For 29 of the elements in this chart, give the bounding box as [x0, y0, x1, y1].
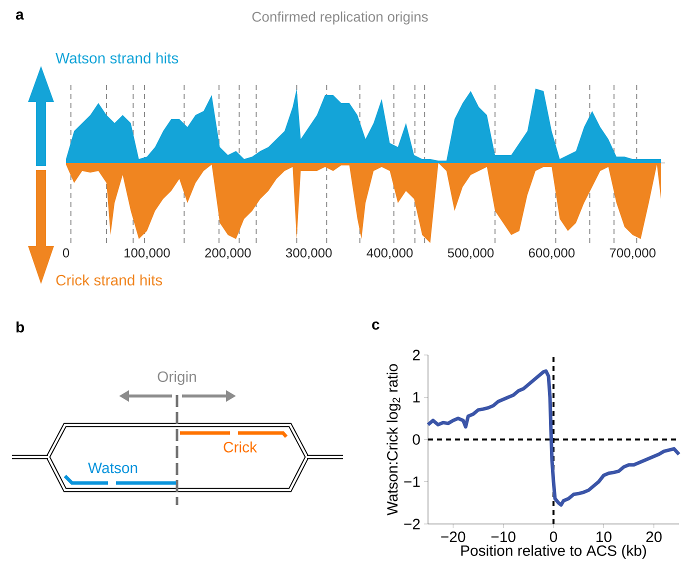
y-axis-title: Watson:Crick log$_{2}$ ratio — [386, 364, 401, 516]
x-tick-label: −20 — [441, 532, 466, 542]
x-tick-label: 0 — [62, 248, 70, 258]
x-tick-label: 10 — [596, 532, 612, 542]
y-tick-label: 0 — [412, 434, 420, 445]
text: Crick strand hits — [56, 274, 162, 286]
text: Watson — [88, 462, 138, 474]
x-tick-label: 400,000 — [366, 248, 413, 260]
chart-title: c — [372, 322, 380, 330]
text: Confirmed replication origins — [252, 12, 428, 25]
x-tick-label: 0 — [550, 532, 558, 542]
x-tick-label: 20 — [646, 532, 662, 542]
text: Origin — [158, 371, 196, 385]
y-tick-label: 1 — [413, 392, 420, 402]
text: b — [16, 322, 24, 332]
y-tick-label: 2 — [412, 350, 420, 360]
x-tick-label: 600,000 — [528, 248, 575, 260]
y-tick-label: −1 — [404, 476, 420, 487]
text: Watson strand hits — [56, 52, 178, 64]
x-tick-label: 700,000 — [610, 248, 656, 260]
x-tick-label: −10 — [491, 532, 516, 542]
y-tick-label: −2 — [404, 518, 420, 530]
x-tick-label: 300,000 — [286, 248, 332, 260]
chart-title: a — [16, 12, 24, 20]
x-tick-label: 500,000 — [448, 248, 494, 260]
x-tick-label: 100,000 — [124, 248, 170, 260]
x-tick-label: 200,000 — [205, 248, 251, 260]
x-axis-title: Position relative to ACS (kb) — [461, 544, 646, 559]
text: Crick — [224, 442, 258, 452]
